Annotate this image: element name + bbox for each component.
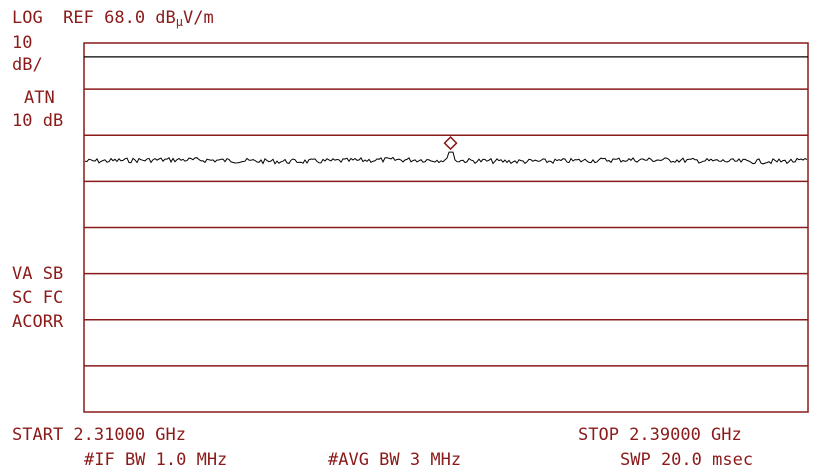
ref-level-unit: V/m [183, 8, 214, 28]
if-bandwidth: #IF BW 1.0 MHz [84, 450, 228, 470]
acorr-label: ACORR [12, 312, 64, 332]
trace-group [84, 56, 808, 165]
scale-unit: dB/ [12, 55, 43, 75]
graticule [83, 42, 809, 413]
ref-level-sub: µ [175, 15, 183, 29]
spectrum-trace [84, 151, 808, 165]
sc-fc-label: SC FC [12, 288, 64, 308]
va-sb-label: VA SB [12, 264, 64, 284]
sweep-time: SWP 20.0 msec [620, 450, 754, 470]
marker-diamond [443, 136, 458, 151]
atn-label: ATN [24, 88, 55, 108]
start-frequency: START 2.31000 GHz [12, 425, 186, 445]
ref-level-label: LOG REF 68.0 dBµV/m [12, 8, 214, 32]
scale-value: 10 [12, 33, 33, 53]
avg-bandwidth: #AVG BW 3 MHz [328, 450, 462, 470]
ref-level-text: LOG REF 68.0 dB [12, 8, 176, 28]
stop-frequency: STOP 2.39000 GHz [578, 425, 742, 445]
atn-value: 10 dB [12, 111, 64, 131]
